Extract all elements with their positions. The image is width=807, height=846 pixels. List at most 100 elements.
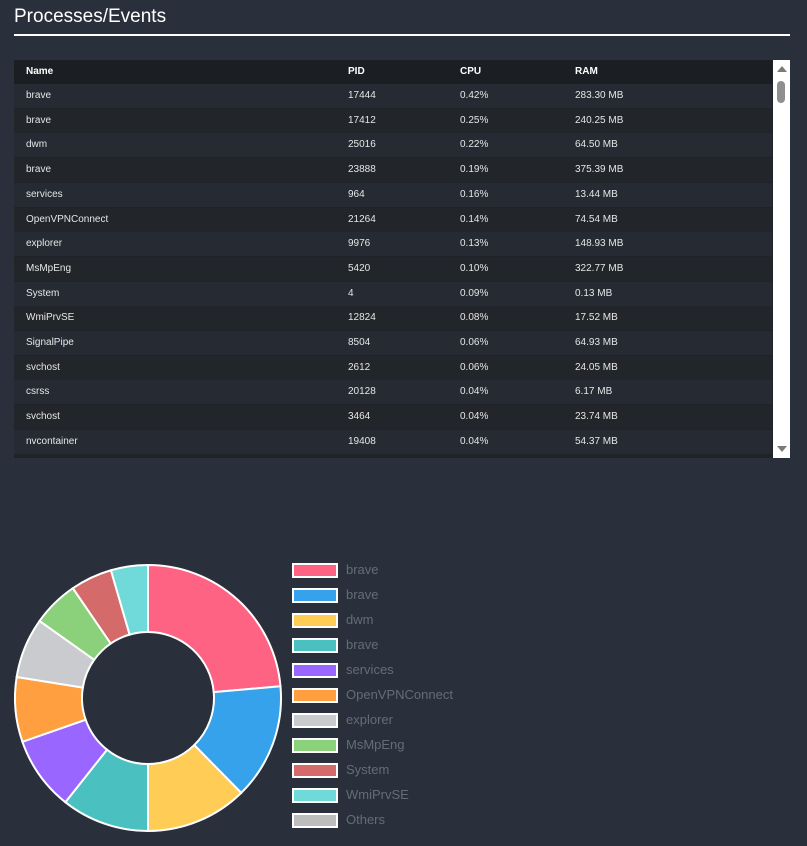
process-name-cell: explorer — [26, 238, 63, 250]
legend-label: dwm — [346, 612, 374, 627]
legend-swatch — [292, 763, 338, 778]
process-cpu-cell: 0.25% — [460, 114, 489, 126]
legend-swatch — [292, 563, 338, 578]
process-cpu-cell: 0.16% — [460, 188, 489, 200]
process-name-cell: svchost — [26, 411, 60, 423]
legend-swatch — [292, 613, 338, 628]
table-row[interactable]: explorer 9976 0.13% 148.93 MB — [14, 232, 772, 257]
column-header-ram[interactable]: RAM — [575, 66, 598, 77]
process-name-cell: csrss — [26, 386, 50, 398]
table-row[interactable]: brave 23888 0.19% 375.39 MB — [14, 158, 772, 183]
page-title: Processes/Events — [14, 6, 167, 27]
process-cpu-cell: 0.06% — [460, 337, 489, 348]
process-ram-cell: 74.54 MB — [575, 213, 618, 225]
process-pid-cell: 17412 — [348, 114, 376, 126]
process-cpu-cell: 0.04% — [460, 435, 489, 447]
process-ram-cell: 322.77 MB — [575, 262, 624, 274]
donut-slice-9[interactable] — [109, 563, 149, 636]
process-cpu-cell: 0.42% — [460, 90, 489, 101]
table-header: Name PID CPU RAM — [14, 60, 772, 84]
column-header-cpu[interactable]: CPU — [460, 66, 482, 77]
legend-label: Others — [346, 812, 386, 827]
process-ram-cell: 17.52 MB — [575, 312, 618, 324]
table-row[interactable]: csrss 20128 0.04% 6.17 MB — [14, 380, 772, 405]
table-row[interactable]: dwm 25016 0.22% 64.50 MB — [14, 133, 772, 158]
process-pid-cell: 19408 — [348, 435, 376, 447]
process-name-cell: WmiPrvSE — [26, 312, 75, 324]
legend-label: services — [346, 662, 394, 677]
process-pid-cell: 23888 — [348, 164, 376, 176]
legend-label: explorer — [346, 712, 393, 727]
process-name-cell: brave — [26, 90, 52, 101]
process-name-cell: SignalPipe — [26, 337, 74, 348]
legend-swatch — [292, 688, 338, 703]
process-name-cell: brave — [26, 114, 52, 126]
legend-label: brave — [346, 637, 379, 652]
process-cpu-cell: 0.10% — [460, 262, 489, 274]
process-ram-cell: 13.44 MB — [575, 188, 618, 200]
process-pid-cell: 964 — [348, 188, 365, 200]
table-scrollbar[interactable] — [773, 60, 790, 458]
table-row[interactable]: svchost 3464 0.04% 23.74 MB — [14, 405, 772, 430]
scroll-up-arrow-icon[interactable] — [777, 66, 787, 72]
process-ram-cell: 23.74 MB — [575, 411, 618, 423]
process-pid-cell: 8504 — [348, 337, 371, 348]
process-ram-cell: 64.93 MB — [575, 337, 618, 348]
legend-swatch — [292, 663, 338, 678]
process-table: Name PID CPU RAM brave 17444 0.42% 283.30 M… — [14, 60, 790, 458]
process-pid-cell: 9976 — [348, 238, 371, 250]
table-row[interactable]: OpenVPNConnect 21264 0.14% 74.54 MB — [14, 207, 772, 232]
process-name-cell: System — [26, 287, 60, 299]
process-ram-cell: 375.39 MB — [575, 164, 624, 176]
legend-label: brave — [346, 587, 379, 602]
table-row[interactable]: System 4 0.09% 0.13 MB — [14, 281, 772, 306]
legend-swatch — [292, 813, 338, 828]
process-cpu-cell: 0.04% — [460, 411, 489, 423]
legend-label: WmiPrvSE — [346, 787, 409, 802]
table-row[interactable]: WmiPrvSE 12824 0.08% 17.52 MB — [14, 306, 772, 331]
process-name-cell: MsMpEng — [26, 262, 72, 274]
table-row[interactable]: MsMpEng 5420 0.10% 322.77 MB — [14, 256, 772, 281]
cpu-donut-chart — [14, 563, 282, 833]
table-row[interactable]: services 964 0.16% 13.44 MB — [14, 182, 772, 207]
legend-label: System — [346, 762, 390, 777]
legend-swatch — [292, 788, 338, 803]
scroll-down-arrow-icon[interactable] — [777, 446, 787, 452]
legend-swatch — [292, 713, 338, 728]
legend-swatch — [292, 738, 338, 753]
legend-swatch — [292, 588, 338, 603]
table-row[interactable]: svchost 2612 0.06% 24.05 MB — [14, 355, 772, 380]
table-row[interactable]: brave 17412 0.25% 240.25 MB — [14, 108, 772, 133]
process-cpu-cell: 0.06% — [460, 361, 489, 373]
scrollbar-thumb[interactable] — [777, 81, 785, 103]
process-ram-cell: 64.50 MB — [575, 139, 618, 151]
legend-label: OpenVPNConnect — [346, 687, 453, 702]
table-row[interactable]: brave 17444 0.42% 283.30 MB — [14, 84, 772, 108]
process-name-cell: OpenVPNConnect — [26, 213, 109, 225]
process-cpu-cell: 0.04% — [460, 386, 489, 398]
legend-label: brave — [346, 562, 379, 577]
column-header-name[interactable]: Name — [26, 66, 54, 77]
legend-swatch — [292, 638, 338, 653]
process-pid-cell: 20128 — [348, 386, 376, 398]
process-name-cell: nvcontainer — [26, 435, 78, 447]
process-name-cell: brave — [26, 164, 52, 176]
process-cpu-cell: 0.14% — [460, 213, 489, 225]
process-pid-cell: 2612 — [348, 361, 371, 373]
table-row[interactable]: nvcontainer 19408 0.04% 54.37 MB — [14, 429, 772, 454]
table-row[interactable]: SignalPipe 8504 0.06% 64.93 MB — [14, 331, 772, 355]
process-ram-cell: 240.25 MB — [575, 114, 624, 126]
process-name-cell: dwm — [26, 139, 48, 151]
legend-label: MsMpEng — [346, 737, 405, 752]
process-pid-cell: 25016 — [348, 139, 376, 151]
column-header-pid[interactable]: PID — [348, 66, 365, 77]
donut-slices — [14, 563, 282, 833]
process-pid-cell: 12824 — [348, 312, 376, 324]
process-pid-cell: 3464 — [348, 411, 371, 423]
donut-slice-0[interactable] — [147, 563, 282, 694]
process-ram-cell: 54.37 MB — [575, 435, 618, 447]
process-ram-cell: 24.05 MB — [575, 361, 618, 373]
process-cpu-cell: 0.09% — [460, 287, 489, 299]
process-cpu-cell: 0.22% — [460, 139, 489, 151]
process-cpu-cell: 0.19% — [460, 164, 489, 176]
